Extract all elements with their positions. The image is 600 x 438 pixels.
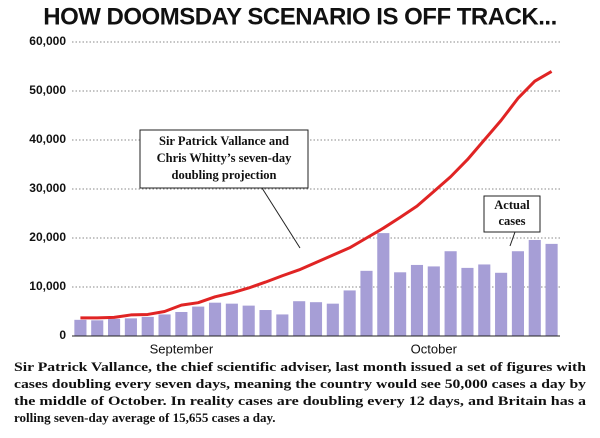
bar xyxy=(343,290,356,336)
bar xyxy=(259,310,272,336)
annotation: Sir Patrick Vallance and xyxy=(159,134,289,148)
bar xyxy=(141,316,154,336)
bar xyxy=(309,302,323,336)
annotation: Actual xyxy=(494,198,530,212)
bar xyxy=(478,264,491,336)
bar xyxy=(242,305,255,336)
y-tick-label: 50,000 xyxy=(29,83,66,97)
bar xyxy=(74,319,87,336)
bar xyxy=(293,301,306,336)
caption: Sir Patrick Vallance, the chief scientif… xyxy=(14,359,587,374)
bar xyxy=(225,303,238,336)
y-tick-label: 0 xyxy=(59,328,66,342)
y-tick-label: 20,000 xyxy=(29,230,66,244)
bar xyxy=(124,318,137,336)
y-tick-label: 40,000 xyxy=(29,132,66,146)
callout-pointer xyxy=(261,187,301,249)
x-tick-label: October xyxy=(411,341,458,356)
annotation: Chris Whitty’s seven-day xyxy=(157,151,292,165)
chart-title: HOW DOOMSDAY SCENARIO IS OFF TRACK... xyxy=(43,3,557,30)
caption: rolling seven-day average of 15,655 case… xyxy=(14,410,276,425)
bar xyxy=(394,272,407,336)
bar xyxy=(276,314,289,336)
bar xyxy=(511,251,524,336)
y-tick-label: 30,000 xyxy=(29,181,66,195)
callout-pointer xyxy=(509,231,516,247)
bar xyxy=(158,314,171,336)
annotation: cases xyxy=(498,214,525,228)
projection-line xyxy=(80,70,553,320)
bar xyxy=(545,243,558,336)
bar xyxy=(410,264,424,336)
caption: cases doubling every seven days, meaning… xyxy=(14,376,587,391)
bar xyxy=(360,270,373,336)
caption: the middle of October. In reality cases … xyxy=(14,393,587,408)
bar xyxy=(175,311,188,336)
bar xyxy=(528,239,541,336)
bar xyxy=(192,306,205,336)
callout-box xyxy=(139,129,309,189)
bar xyxy=(495,272,508,336)
bar xyxy=(427,266,440,336)
x-tick-label: September xyxy=(150,341,214,356)
bar xyxy=(108,318,121,336)
callout-box xyxy=(483,195,541,233)
y-tick-label: 60,000 xyxy=(29,34,66,48)
bar xyxy=(377,233,390,336)
y-tick-label: 10,000 xyxy=(29,279,66,293)
bar xyxy=(208,302,222,336)
bar xyxy=(461,267,474,336)
bar xyxy=(326,303,339,336)
bar xyxy=(444,251,457,336)
bar xyxy=(91,320,104,336)
annotation: doubling projection xyxy=(172,168,277,182)
